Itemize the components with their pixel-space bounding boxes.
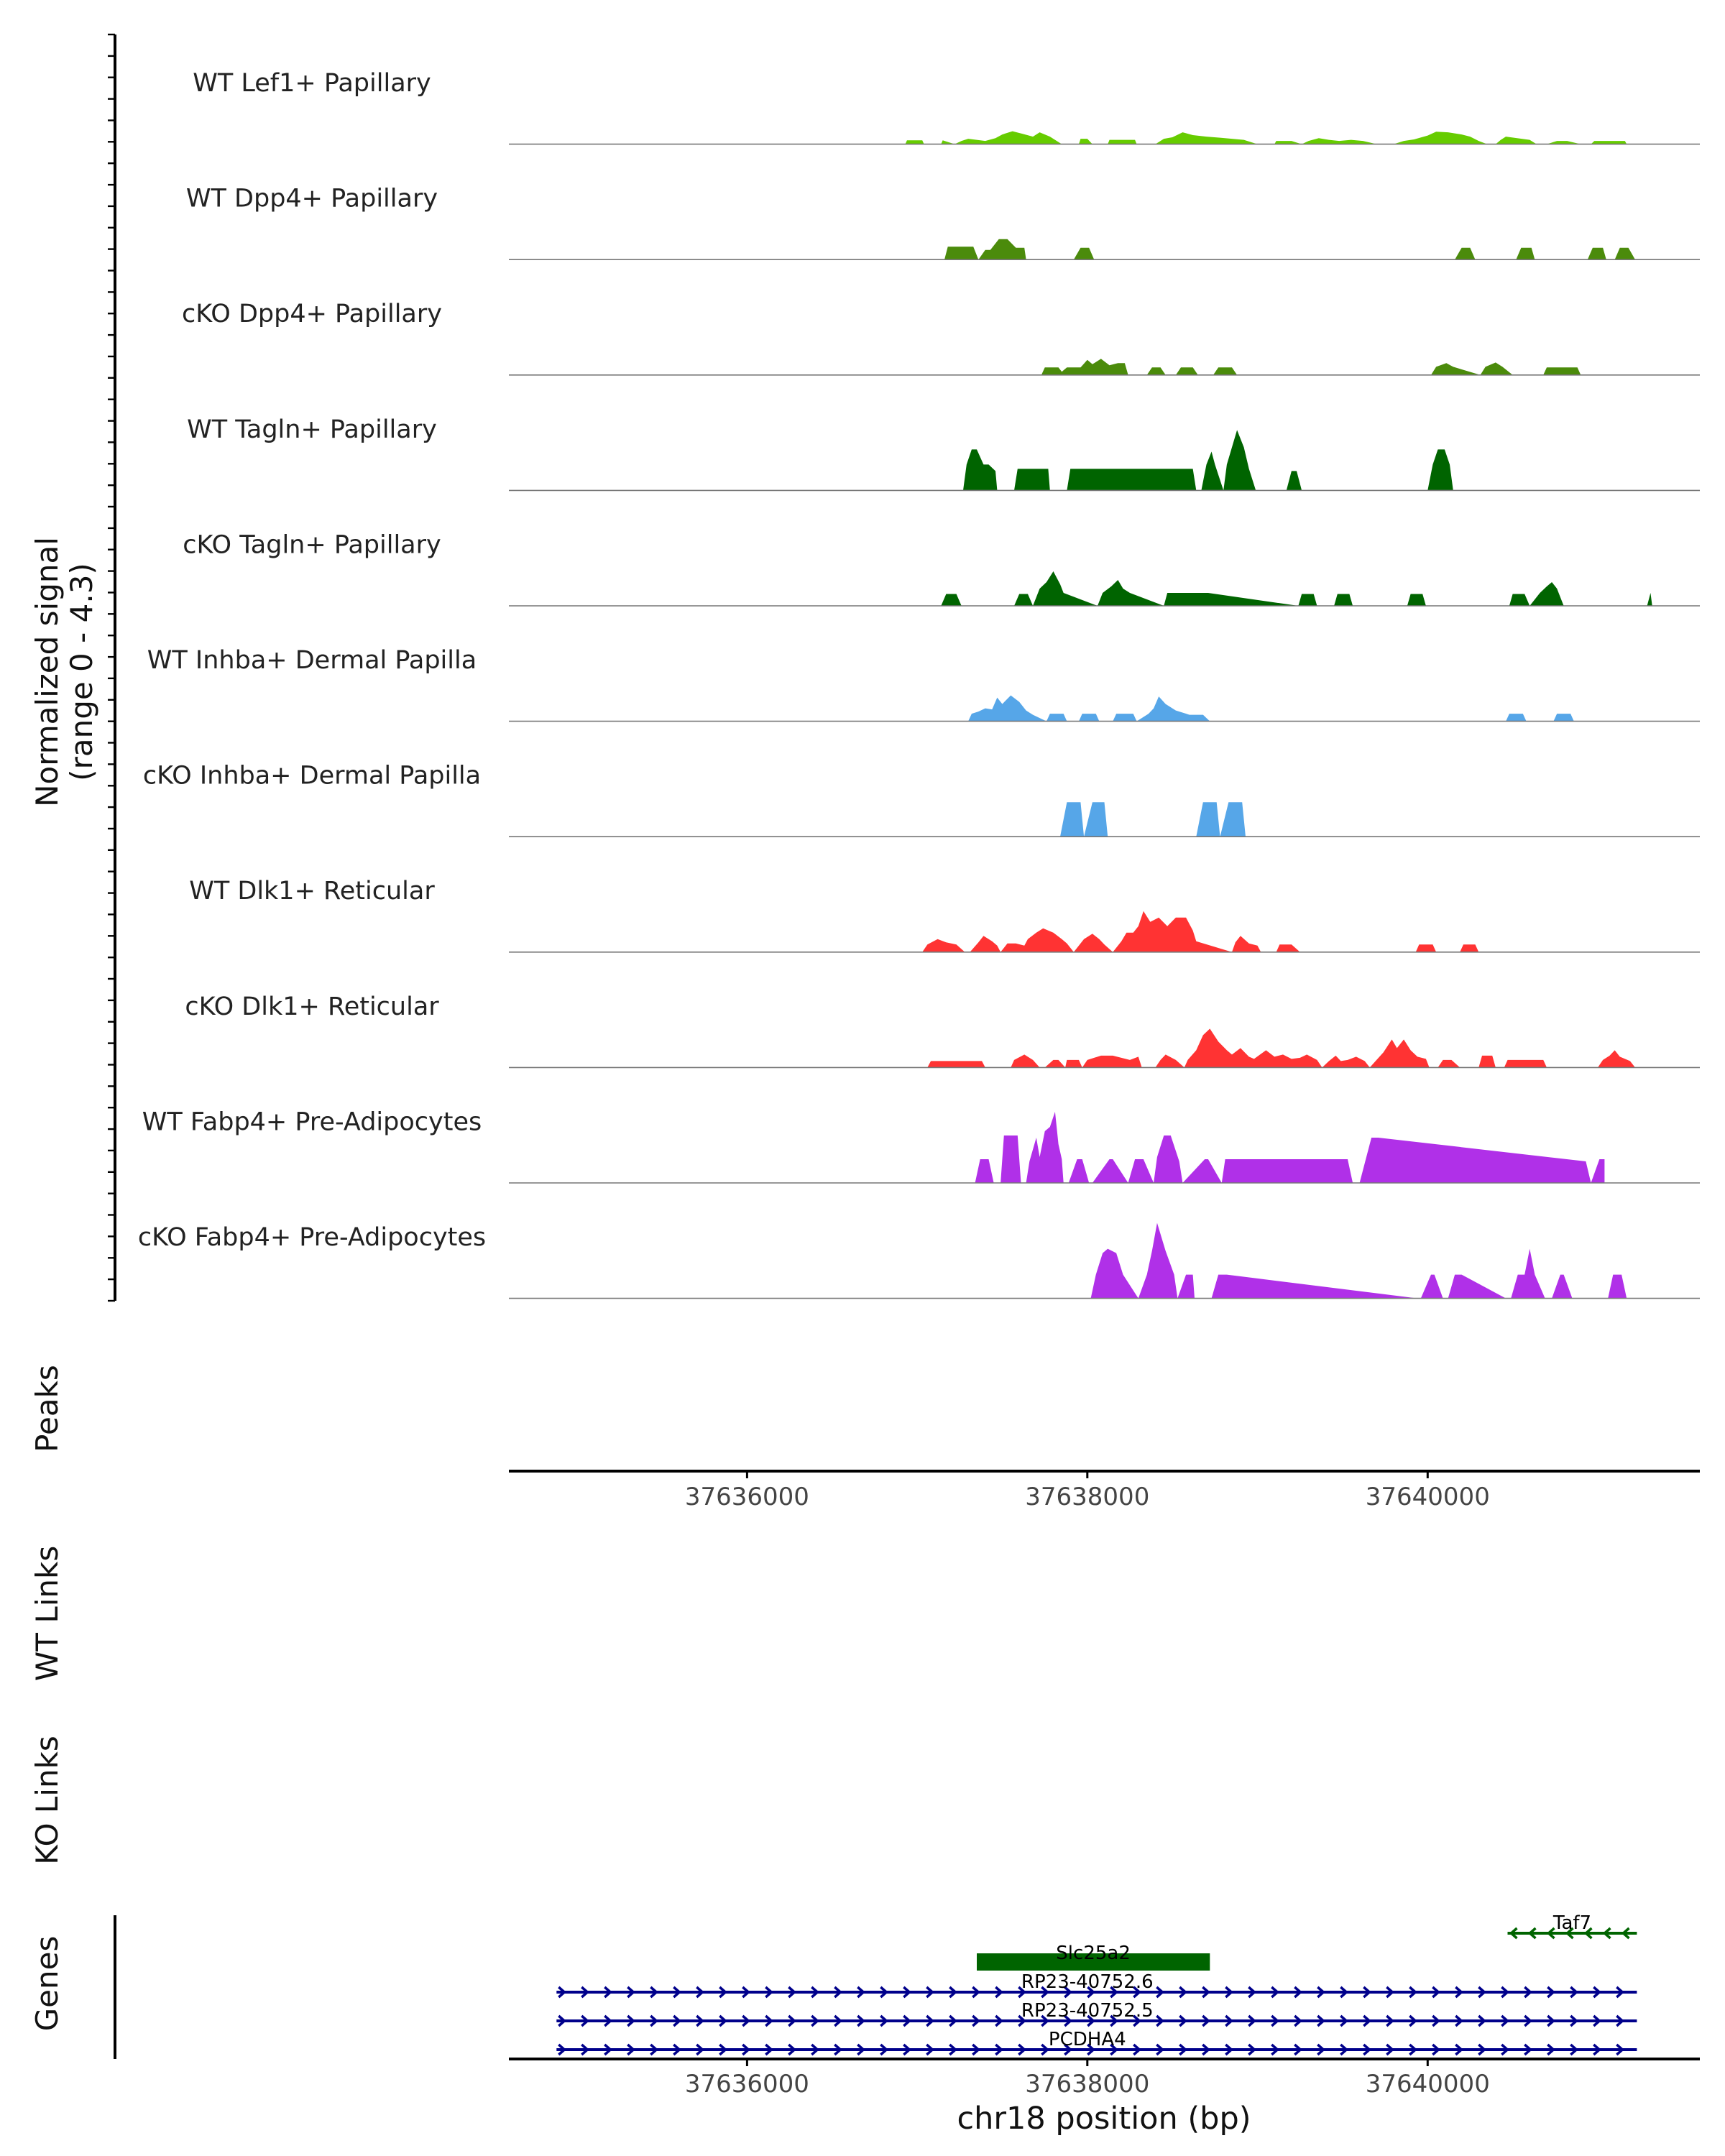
gene-1: Slc25a2 — [977, 1943, 1210, 1971]
gene-2: RP23-40752.6 — [556, 1971, 1637, 1999]
track-label: WT Tagln+ Papillary — [187, 415, 437, 444]
strand-arrows — [558, 1986, 1624, 1999]
peaks-x-tick-label: 37636000 — [685, 1483, 809, 1511]
coverage-area — [922, 911, 1479, 952]
coverage-area — [963, 430, 1453, 491]
gene-label: RP23-40752.6 — [1021, 1971, 1154, 1993]
track-6: cKO Inhba+ Dermal Papilla — [143, 762, 1700, 837]
track-label: cKO Tagln+ Papillary — [183, 530, 441, 559]
peaks-x-tick-label: 37638000 — [1025, 1483, 1149, 1511]
coverage-area — [1090, 1222, 1632, 1299]
genes-x-tick-label: 37638000 — [1025, 2070, 1149, 2099]
wt-links-panel-label: WT Links — [29, 1546, 65, 1681]
track-label: cKO Dlk1+ Reticular — [185, 992, 439, 1021]
genes-x-tick-label: 37636000 — [685, 2070, 809, 2099]
peaks-x-ticks: 37636000 37638000 37640000 — [685, 1471, 1490, 1511]
gene-3: RP23-40752.5 — [556, 2000, 1637, 2027]
gene-exon-block — [977, 1953, 1210, 1971]
track-0: WT Lef1+ Papillary — [193, 69, 1700, 145]
track-9: WT Fabp4+ Pre-Adipocytes — [142, 1107, 1700, 1184]
gene-label: Slc25a2 — [1056, 1943, 1131, 1964]
coverage-area — [968, 695, 1574, 722]
track-3: WT Tagln+ Papillary — [187, 415, 1700, 492]
track-label: cKO Fabp4+ Pre-Adipocytes — [138, 1223, 486, 1252]
coverage-area — [944, 239, 1635, 260]
y-axis-range: (range 0 - 4.3) — [64, 563, 99, 781]
coverage-area — [1041, 359, 1581, 375]
peaks-panel-label: Peaks — [29, 1365, 65, 1452]
track-label: WT Fabp4+ Pre-Adipocytes — [142, 1107, 482, 1136]
track-label: WT Dlk1+ Reticular — [189, 877, 435, 906]
track-label: cKO Inhba+ Dermal Papilla — [143, 762, 481, 791]
track-8: cKO Dlk1+ Reticular — [185, 992, 1700, 1069]
gene-0: Taf7 — [1507, 1912, 1637, 1940]
ko-links-panel-label: KO Links — [29, 1736, 65, 1865]
coverage-area — [1060, 802, 1246, 837]
peaks-x-tick-label: 37640000 — [1366, 1483, 1490, 1511]
genes-panel-label: Genes — [29, 1936, 65, 2032]
track-2: cKO Dpp4+ Papillary — [182, 300, 1700, 376]
track-7: WT Dlk1+ Reticular — [189, 877, 1700, 953]
genes-x-tick-label: 37640000 — [1366, 2070, 1490, 2099]
gene-label: RP23-40752.5 — [1021, 2000, 1154, 2022]
y-axis-title: Normalized signal — [29, 537, 65, 807]
gene-annotations: Taf7 Slc25a2 RP23-40752.6 RP23-40752.5 PCDHA… — [556, 1912, 1637, 2056]
x-axis-title: chr18 position (bp) — [957, 2101, 1251, 2137]
coverage-area — [905, 131, 1642, 144]
strand-arrows — [1509, 1927, 1630, 1940]
coverage-area — [975, 1112, 1605, 1183]
track-label: WT Dpp4+ Papillary — [186, 185, 438, 213]
track-label: cKO Dpp4+ Papillary — [182, 300, 442, 328]
track-5: WT Inhba+ Dermal Papilla — [147, 646, 1700, 722]
strand-arrows — [558, 2043, 1624, 2056]
track-label: WT Inhba+ Dermal Papilla — [147, 646, 477, 675]
gene-label: PCDHA4 — [1049, 2029, 1126, 2050]
track-label: WT Lef1+ Papillary — [193, 69, 431, 98]
track-10: cKO Fabp4+ Pre-Adipocytes — [138, 1222, 1700, 1299]
coverage-area — [941, 571, 1652, 606]
coverage-area — [927, 1028, 1635, 1068]
gene-label: Taf7 — [1552, 1912, 1591, 1934]
strand-arrows — [558, 2014, 1624, 2027]
track-1: WT Dpp4+ Papillary — [186, 185, 1700, 261]
gene-4: PCDHA4 — [556, 2029, 1637, 2056]
coverage-tracks: WT Lef1+ Papillary WT Dpp4+ Papillary cKO … — [138, 69, 1700, 1299]
track-4: cKO Tagln+ Papillary — [183, 530, 1700, 607]
genes-x-ticks: 37636000 37638000 37640000 — [685, 2059, 1490, 2099]
signal-y-axis — [108, 33, 116, 1302]
